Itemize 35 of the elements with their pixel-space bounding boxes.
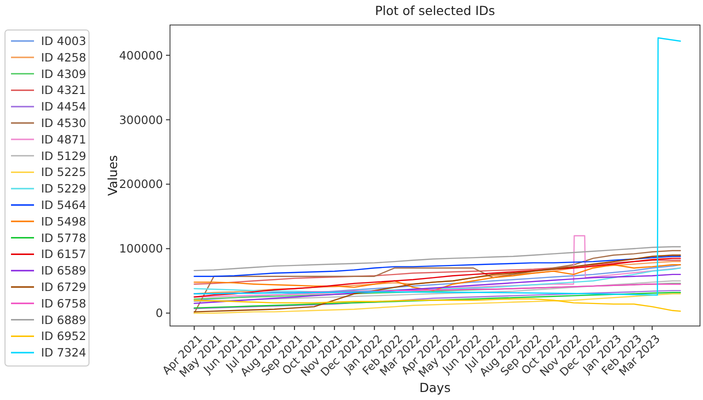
legend-label: ID 5498 (41, 214, 86, 228)
y-tick-label: 400000 (119, 48, 163, 62)
legend-label: ID 4871 (41, 132, 86, 146)
line-series (194, 246, 681, 272)
legend-label: ID 4530 (41, 116, 86, 130)
line-series (194, 293, 681, 314)
legend-label: ID 4258 (41, 50, 86, 64)
legend-label: ID 6157 (41, 247, 86, 262)
line-series (194, 298, 681, 312)
line-series (194, 260, 681, 285)
legend-label: ID 4321 (41, 83, 86, 98)
legend-label: ID 5464 (41, 198, 86, 212)
legend-label: ID 6758 (41, 296, 86, 310)
legend-label: ID 4454 (41, 100, 86, 114)
line-series (194, 274, 681, 304)
legend-label: ID 6889 (41, 312, 86, 327)
legend-label: ID 4309 (41, 66, 86, 81)
legend-label: ID 6729 (41, 280, 86, 294)
legend-label: ID 5229 (41, 182, 86, 196)
x-axis-title: Days (419, 380, 451, 395)
legend-label: ID 5129 (41, 148, 86, 163)
line-series (194, 37, 681, 296)
y-axis-title: Values (105, 155, 120, 196)
line-series (194, 256, 681, 277)
legend-label: ID 5778 (41, 230, 86, 245)
legend-label: ID 6589 (41, 264, 86, 278)
y-tick-label: 100000 (119, 242, 163, 256)
y-tick-label: 300000 (119, 112, 163, 127)
legend-label: ID 4003 (41, 34, 86, 48)
chart-title: Plot of selected IDs (374, 3, 496, 18)
y-tick-label: 200000 (119, 177, 163, 192)
legend-label: ID 6952 (41, 329, 86, 344)
legend-label: ID 7324 (41, 346, 86, 360)
y-tick-label: 0 (156, 306, 163, 320)
legend-label: ID 5225 (41, 165, 86, 180)
